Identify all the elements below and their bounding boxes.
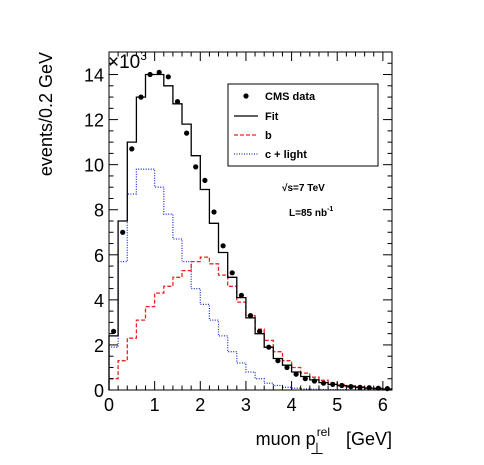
data-point-cms-data: [348, 384, 354, 390]
data-point-cms-data: [284, 364, 290, 371]
x-tick-label: 3: [241, 395, 251, 415]
plot-area: [108, 69, 392, 392]
x-tick-label: 1: [150, 395, 160, 415]
y-axis-title: events/0.2 GeV: [36, 52, 56, 176]
x-tick-label: 2: [195, 395, 205, 415]
x-tick-label: 6: [378, 395, 388, 415]
y-tick-label: 12: [84, 111, 104, 131]
data-point-cms-data: [330, 381, 336, 387]
data-point-cms-data: [129, 146, 135, 152]
data-point-cms-data: [211, 209, 217, 215]
data-point-cms-data: [366, 385, 372, 391]
legend-entry-cms-data: CMS data: [243, 91, 316, 103]
annotation-luminosity: L=85 nb-1: [289, 206, 333, 219]
data-point-cms-data: [339, 382, 345, 389]
y-tick-label: 10: [84, 156, 104, 176]
data-point-cms-data: [357, 384, 363, 390]
data-point-cms-data: [156, 69, 162, 75]
data-point-cms-data: [266, 344, 272, 350]
data-point-cms-data: [247, 313, 254, 319]
data-point-cms-data: [111, 328, 117, 334]
y-tick-label: 8: [94, 201, 104, 221]
data-point-cms-data: [220, 243, 226, 249]
data-point-cms-data: [311, 378, 317, 384]
y-tick-label: 14: [84, 66, 104, 86]
data-point-cms-data: [293, 371, 299, 377]
data-point-cms-data: [147, 71, 153, 78]
data-point-cms-data: [257, 328, 263, 334]
legend-entry-fit: Fit: [234, 111, 279, 123]
data-point-cms-data: [275, 358, 281, 364]
x-axis-title: muon prel ⊥[GeV]: [256, 425, 392, 458]
legend-entry-c-light: c + light: [234, 149, 307, 161]
legend-label-data: CMS data: [265, 91, 316, 103]
legend-label-c-light: c + light: [265, 149, 307, 161]
legend-box: [227, 83, 379, 167]
data-point-cms-data: [193, 164, 199, 170]
legend-label-b: b: [265, 130, 272, 142]
x-tick-label: 0: [104, 395, 114, 415]
data-point-cms-data: [320, 380, 327, 386]
data-point-cms-data: [138, 94, 144, 100]
x-tick-label: 4: [287, 395, 297, 415]
data-point-cms-data: [202, 177, 208, 183]
y-tick-label: 2: [94, 336, 104, 356]
y-tick-label: 0: [94, 381, 104, 401]
annotation-energy: √s=7 TeV: [282, 183, 325, 194]
data-point-cms-data: [229, 270, 235, 276]
data-point-cms-data: [165, 74, 171, 80]
y-multiplier: ×103: [108, 49, 147, 73]
legend-entry-b: b: [234, 130, 272, 142]
data-point-cms-data: [120, 229, 126, 235]
y-tick-label: 6: [94, 246, 104, 266]
y-tick-label: 4: [94, 291, 104, 311]
data-point-cms-data: [238, 292, 244, 298]
legend: CMS data Fit b c + light: [227, 83, 379, 167]
data-point-cms-data: [302, 376, 308, 382]
x-tick-label: 5: [332, 395, 342, 415]
legend-label-fit: Fit: [265, 111, 279, 123]
data-point-cms-data: [174, 99, 181, 105]
legend-marker-data: [243, 93, 249, 99]
data-point-cms-data: [184, 130, 190, 136]
